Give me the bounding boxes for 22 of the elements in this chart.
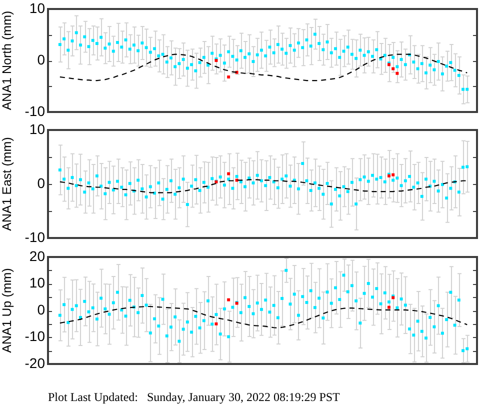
y-axis-title: ANA1 Up (mm): [0, 268, 14, 353]
point: [227, 75, 230, 78]
y-tick-label: 0: [37, 301, 46, 318]
point: [387, 306, 390, 309]
y-tick-label: -10: [24, 228, 46, 245]
point: [396, 72, 399, 75]
y-tick-label: -20: [24, 354, 46, 371]
point: [227, 298, 230, 302]
text: Plot Last Updated: Sunday, January 30, 2022 08:19:29 PST: [48, 390, 340, 404]
y-tick-label: 0: [37, 51, 46, 68]
point: [214, 322, 218, 326]
y-tick-label: -10: [24, 328, 46, 344]
y-tick-label: 20: [29, 248, 46, 264]
y-tick-label: -10: [24, 102, 46, 119]
y-tick-label: 10: [29, 120, 46, 137]
line-series: [59, 54, 468, 82]
y-tick-label: 0: [37, 174, 46, 191]
y-axis-title: ANA1 East (mm): [0, 137, 14, 231]
y-axis-title: ANA1 North (mm): [0, 10, 14, 110]
point: [392, 173, 395, 176]
y-tick-label: 10: [29, 274, 46, 291]
y-tick-label: 10: [29, 0, 46, 16]
